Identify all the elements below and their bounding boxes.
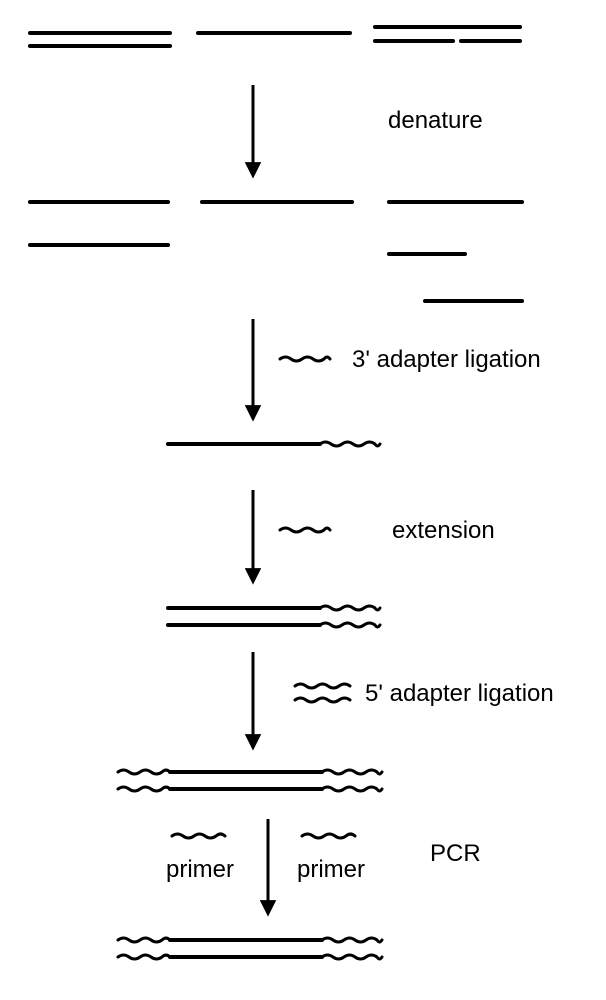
adapter-strand xyxy=(322,770,382,774)
label-denature: denature xyxy=(388,107,483,135)
label-extension: extension xyxy=(392,517,495,545)
adapter-strand xyxy=(295,698,350,702)
adapter-strand xyxy=(118,787,170,791)
adapter-strand xyxy=(322,938,382,942)
label-primer-right: primer xyxy=(297,856,365,884)
label-pcr: PCR xyxy=(430,840,481,868)
label-primer-left: primer xyxy=(166,856,234,884)
adapter-strand xyxy=(302,834,355,838)
adapter-strand xyxy=(118,938,170,942)
adapter-strand xyxy=(118,955,170,959)
label-adapter3: 3' adapter ligation xyxy=(352,346,541,374)
adapter-strand xyxy=(280,528,330,532)
label-adapter5: 5' adapter ligation xyxy=(365,680,554,708)
adapter-strand xyxy=(322,787,382,791)
adapter-strand xyxy=(320,623,380,627)
adapter-strand xyxy=(320,606,380,610)
adapter-strand xyxy=(172,834,225,838)
adapter-strand xyxy=(320,442,380,446)
adapter-strand xyxy=(280,357,330,361)
adapter-strand xyxy=(118,770,170,774)
adapter-strand xyxy=(295,684,350,688)
adapter-strand xyxy=(322,955,382,959)
diagram-canvas xyxy=(0,0,606,1000)
